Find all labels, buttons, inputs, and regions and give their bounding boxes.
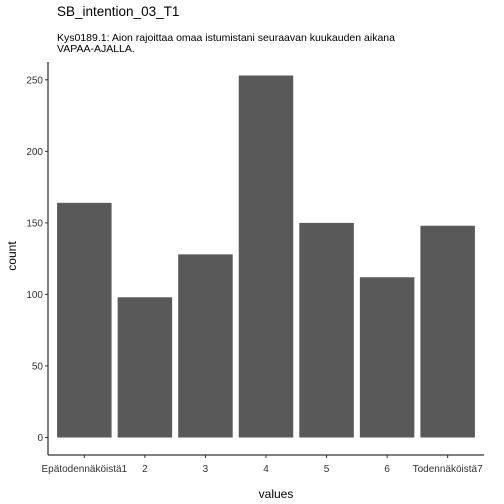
y-tick-label: 100 [26,290,43,301]
y-tick-label: 50 [32,361,44,372]
y-ticks-group: 0 50 100 150 200 250 [26,75,48,444]
bar-5 [299,222,354,438]
x-tick-label: 4 [263,464,269,475]
y-tick-label: 150 [26,218,43,229]
y-tick-label: 200 [26,147,43,158]
bar-2 [117,297,173,438]
x-tick-label: Epätodennäköistä1 [42,464,128,475]
y-tick-label: 0 [37,433,43,444]
bar-7 [420,225,475,438]
x-tick-label: Todennäköistä7 [413,464,483,475]
x-tick-label: 6 [384,464,390,475]
x-ticks-group: Epätodennäköistä1 2 3 4 5 6 Todennäköistä7 [42,455,483,475]
x-axis-title: values [259,487,294,501]
chart-subtitle: Kys0189.1: Aion rajoittaa omaa istumista… [57,32,395,55]
x-tick-label: 5 [324,464,330,475]
bar-4 [238,75,294,438]
x-tick-label: 3 [203,464,209,475]
bar-1 [57,202,112,438]
y-tick-label: 250 [26,75,43,86]
chart-title: SB_intention_03_T1 [57,4,180,19]
y-axis-title: count [5,241,19,271]
bar-6 [359,277,415,438]
bars-group [57,75,475,438]
x-tick-label: 2 [142,464,148,475]
bar-3 [178,254,233,438]
